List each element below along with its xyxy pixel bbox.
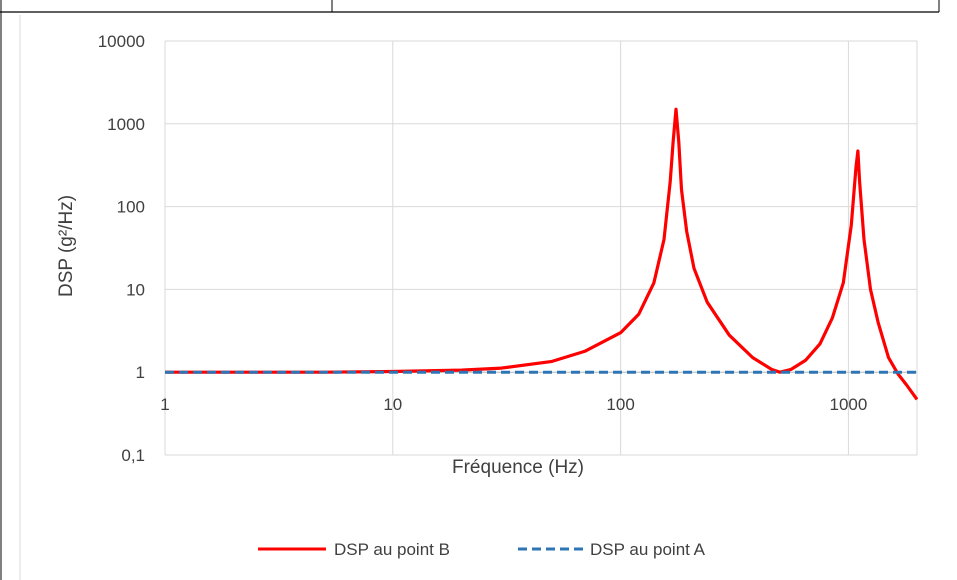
legend-label: DSP au point A [590,540,706,559]
x-axis-title: Fréquence (Hz) [452,457,584,478]
x-axis-ticks: 1 10 100 1000 [160,395,867,414]
legend-label: DSP au point B [334,540,450,559]
x-tick-label: 10 [383,395,402,414]
y-tick-label: 0,1 [121,446,145,465]
y-tick-label: 10 [126,280,145,299]
grid [164,40,918,456]
y-tick-label: 1 [136,363,145,382]
x-tick-label: 100 [606,395,634,414]
y-tick-label: 10000 [98,32,145,51]
y-axis-title: DSP (g²/Hz) [56,195,77,297]
plot-series [165,107,919,401]
x-tick-label: 1000 [830,395,868,414]
series-line-point-b [165,107,919,401]
y-tick-label: 100 [117,198,145,217]
x-tick-label: 1 [160,395,169,414]
legend: DSP au point B DSP au point A [258,540,706,559]
y-axis-ticks: 10000 1000 100 10 1 0,1 [98,32,145,465]
y-tick-label: 1000 [107,115,145,134]
